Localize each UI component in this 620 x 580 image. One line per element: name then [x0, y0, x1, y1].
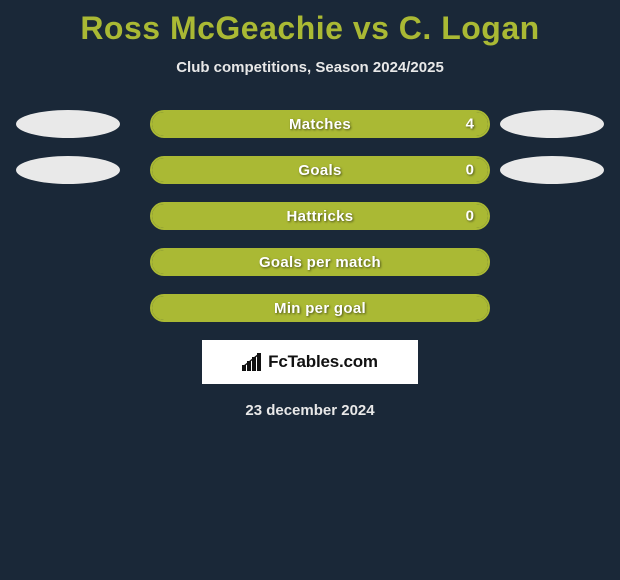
bars-icon — [242, 353, 264, 371]
stat-row: Matches 4 — [0, 110, 620, 138]
stat-bar: Goals 0 — [150, 156, 490, 184]
logo-text: FcTables.com — [268, 352, 378, 372]
right-ellipse — [500, 110, 604, 138]
stat-label: Goals per match — [259, 254, 381, 271]
stat-row: Goals 0 — [0, 156, 620, 184]
stat-label: Hattricks — [287, 208, 354, 225]
stat-bar: Goals per match — [150, 248, 490, 276]
stats-container: Matches 4 Goals 0 Hattricks 0 Goals per match M… — [0, 110, 620, 322]
stat-row: Min per goal — [0, 294, 620, 322]
stat-row: Hattricks 0 — [0, 202, 620, 230]
stat-row: Goals per match — [0, 248, 620, 276]
stat-label: Min per goal — [274, 300, 366, 317]
stat-bar: Min per goal — [150, 294, 490, 322]
stat-value: 0 — [466, 208, 474, 225]
date-text: 23 december 2024 — [0, 402, 620, 419]
stat-value: 4 — [466, 116, 474, 133]
stat-bar: Hattricks 0 — [150, 202, 490, 230]
stat-value: 0 — [466, 162, 474, 179]
left-ellipse — [16, 110, 120, 138]
stat-bar: Matches 4 — [150, 110, 490, 138]
logo-box[interactable]: FcTables.com — [202, 340, 418, 384]
right-ellipse — [500, 156, 604, 184]
page-title: Ross McGeachie vs C. Logan — [0, 0, 620, 47]
left-ellipse — [16, 156, 120, 184]
subtitle: Club competitions, Season 2024/2025 — [0, 59, 620, 76]
stat-label: Matches — [289, 116, 351, 133]
stat-label: Goals — [298, 162, 341, 179]
